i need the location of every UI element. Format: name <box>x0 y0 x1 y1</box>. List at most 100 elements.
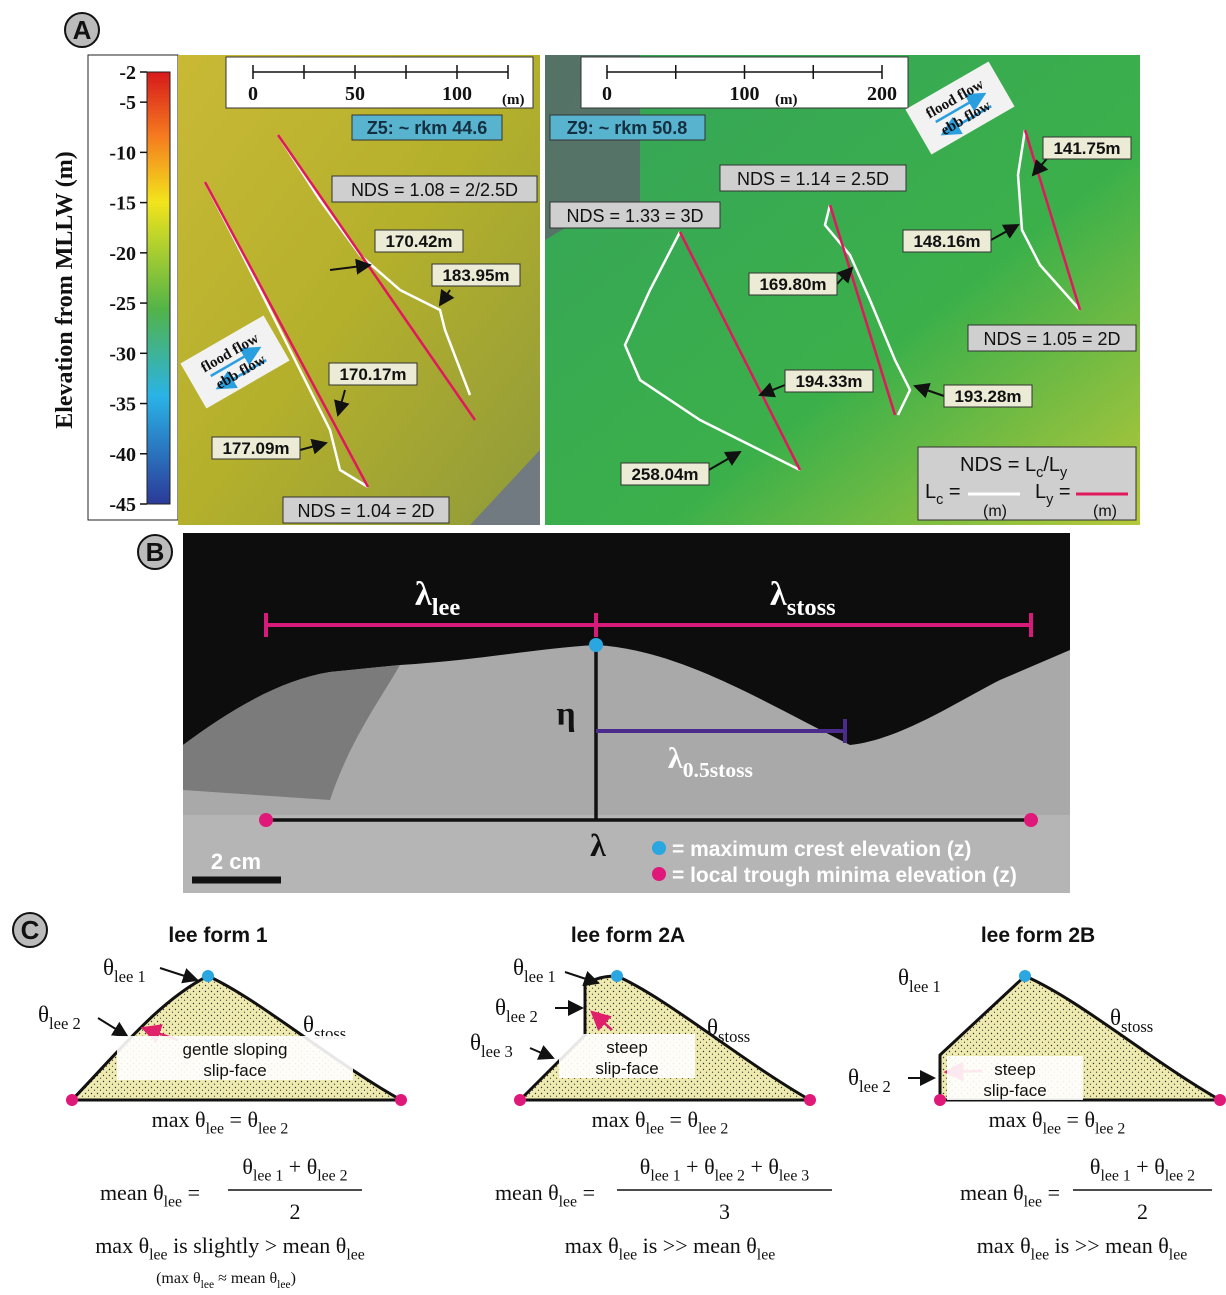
subscript: lee 2 <box>1095 1121 1125 1138</box>
subscript: lee <box>1031 1247 1049 1264</box>
note: slip-face <box>203 1061 266 1080</box>
subscript: lee 1 <box>524 967 556 986</box>
subscript: lee <box>646 1121 664 1138</box>
length-label: 193.28m <box>954 387 1021 406</box>
text-part: θ <box>242 1154 253 1179</box>
theta-label: θlee 2 <box>38 1002 81 1033</box>
note: slip-face <box>595 1059 658 1078</box>
point-marker <box>202 970 214 982</box>
site-label: Z5: ~ rkm 44.6 <box>367 118 488 138</box>
form-title: lee form 1 <box>168 924 268 947</box>
text-part: + θ <box>283 1154 317 1179</box>
note: steep <box>994 1060 1036 1079</box>
text-part: max θ <box>565 1233 619 1258</box>
colorbar-title: Elevation from MLLW (m) <box>52 151 78 429</box>
scale-label: 0 <box>248 83 258 105</box>
scale-label: 200 <box>867 83 897 105</box>
point-marker <box>1024 813 1038 827</box>
text-part: L <box>1035 481 1046 503</box>
note: steep <box>606 1038 648 1057</box>
subscript: lee 2 <box>715 1168 745 1185</box>
colorbar-tick-label: -2 <box>119 62 136 84</box>
scale-label: 100 <box>442 83 472 105</box>
subscript: lee 2 <box>698 1121 728 1138</box>
text-part: is >> mean θ <box>637 1233 757 1258</box>
text-part: max θ <box>989 1107 1043 1132</box>
figure: A-2-5-10-15-20-25-30-35-40-45Elevation f… <box>0 0 1226 1295</box>
scale-label: 2 cm <box>211 849 261 874</box>
text-part: θ <box>470 1030 481 1055</box>
panel-label: A <box>73 15 92 45</box>
leader-arrow <box>530 1048 553 1058</box>
subscript: lee 3 <box>481 1042 513 1061</box>
subscript: lee <box>149 1247 167 1264</box>
text-part: θ <box>1110 1005 1121 1030</box>
text-part: θ <box>38 1002 49 1027</box>
comparison: max θlee is >> mean θlee <box>977 1233 1188 1264</box>
text-part: = θ <box>664 1107 698 1132</box>
theta-label: θlee 1 <box>898 965 941 996</box>
scale-label: 50 <box>345 83 365 105</box>
length-label: 148.16m <box>913 232 980 251</box>
mean-equation: mean θlee = <box>960 1180 1060 1211</box>
colorbar-tick-label: -35 <box>109 394 136 416</box>
text-part: is >> mean θ <box>1049 1233 1169 1258</box>
text-part: max θ <box>977 1233 1031 1258</box>
scale-label: 0 <box>602 83 612 105</box>
text-part: ) <box>291 1270 296 1287</box>
subscript: lee <box>164 1194 182 1211</box>
text-part: L <box>925 481 936 503</box>
subscript: lee <box>1043 1121 1061 1138</box>
point-marker <box>934 1094 946 1106</box>
scale-label: 100 <box>730 83 760 105</box>
point-marker <box>1019 970 1031 982</box>
subscript: y <box>1060 465 1068 481</box>
colorbar-tick-label: -45 <box>109 494 136 516</box>
text-part: λ <box>415 576 432 613</box>
text-part: + θ <box>1131 1154 1165 1179</box>
text-part: = <box>1042 1180 1060 1205</box>
colorbar <box>147 72 170 504</box>
leader-arrow <box>98 1018 127 1036</box>
text-part: NDS = L <box>960 454 1036 476</box>
panel-label: C <box>21 915 40 945</box>
text-part: = <box>1053 481 1070 503</box>
legend-label: = local trough minima elevation (z) <box>672 864 1017 887</box>
text-part: max θ <box>152 1107 206 1132</box>
text-part: is slightly > mean θ <box>168 1233 347 1258</box>
nds-label: NDS = 1.08 = 2/2.5D <box>351 180 518 200</box>
max-equation: max θlee = θlee 2 <box>989 1107 1126 1138</box>
denominator: 2 <box>1137 1199 1148 1224</box>
length-label: 170.42m <box>385 232 452 251</box>
subscript: lee <box>559 1194 577 1211</box>
scale-unit: (m) <box>502 92 525 108</box>
subscript: lee 2 <box>317 1168 347 1185</box>
colorbar-tick-label: -10 <box>109 142 136 164</box>
note: gentle sloping <box>183 1040 288 1059</box>
text-part: = <box>943 481 960 503</box>
colorbar-tick-label: -5 <box>119 92 136 114</box>
point-marker <box>652 841 666 855</box>
note: slip-face <box>983 1081 1046 1100</box>
scale-box <box>226 57 533 108</box>
subscript: stoss <box>1121 1017 1153 1036</box>
text-part: = <box>577 1180 595 1205</box>
aside: (max θlee ≈ mean θlee) <box>156 1270 296 1291</box>
text-part: θ <box>303 1012 314 1037</box>
text-part: θ <box>640 1154 651 1179</box>
text-part: θ <box>1090 1154 1101 1179</box>
mean-equation: mean θlee = <box>495 1180 595 1211</box>
theta-label: θlee 2 <box>495 995 538 1026</box>
max-equation: max θlee = θlee 2 <box>592 1107 729 1138</box>
theta-label: θlee 1 <box>103 955 146 986</box>
point-marker <box>589 638 603 652</box>
text-part: /L <box>1043 454 1060 476</box>
subscript: lee <box>619 1247 637 1264</box>
subscript: lee 1 <box>114 967 146 986</box>
mean-equation: mean θlee = <box>100 1180 200 1211</box>
text-part: + θ <box>681 1154 715 1179</box>
subscript: stoss <box>718 1027 750 1046</box>
legend-label: = maximum crest elevation (z) <box>672 838 971 861</box>
text-part: θ <box>495 995 506 1020</box>
form-title: lee form 2B <box>981 924 1095 947</box>
